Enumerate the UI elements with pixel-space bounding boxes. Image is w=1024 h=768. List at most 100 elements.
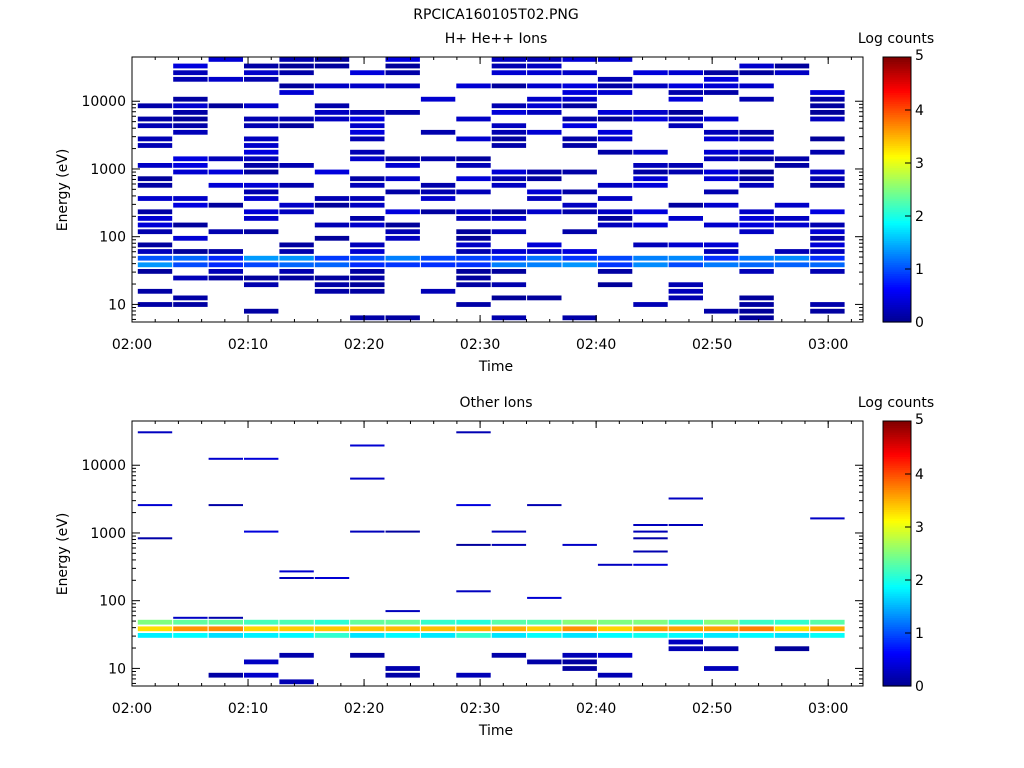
heatmap-cell <box>810 176 845 182</box>
heatmap-cell <box>810 182 845 188</box>
heatmap-cell <box>420 209 456 215</box>
colorbar-segment <box>883 597 911 601</box>
heatmap-cell <box>739 222 774 228</box>
heatmap-cell <box>137 633 173 638</box>
heatmap-cell <box>668 262 703 268</box>
heatmap-cell <box>562 652 597 658</box>
heatmap-cell <box>244 76 279 82</box>
heatmap-cell <box>208 249 243 254</box>
heatmap-cell <box>456 176 491 182</box>
heatmap-cell <box>208 262 243 268</box>
colorbar-segment <box>883 291 911 294</box>
heatmap-cell <box>562 229 597 235</box>
colorbar-tick-label: 2 <box>915 573 924 589</box>
heatmap-cell <box>491 255 527 261</box>
heatmap-cell <box>456 262 491 268</box>
colorbar-segment <box>883 165 911 169</box>
colorbar-segment <box>883 277 911 281</box>
colorbar-segment <box>883 213 911 217</box>
colorbar-segment <box>883 79 911 82</box>
heatmap-cell <box>774 646 810 652</box>
colorbar-segment <box>883 266 911 270</box>
x-tick-label: 02:30 <box>460 337 500 353</box>
colorbar-segment <box>883 61 911 65</box>
heatmap-cell <box>633 530 668 533</box>
colorbar-segment <box>883 174 911 177</box>
colorbar-segment <box>883 496 911 499</box>
colorbar-segment <box>883 478 911 482</box>
heatmap-cell <box>314 275 350 281</box>
colorbar-segment <box>883 610 911 614</box>
heatmap-cell <box>668 524 703 526</box>
heatmap-cell <box>314 110 350 115</box>
heatmap-cell <box>208 103 243 109</box>
heatmap-cell <box>527 209 562 215</box>
heatmap-cell <box>208 57 243 62</box>
colorbar-segment <box>883 549 911 552</box>
colorbar-segment <box>883 652 911 656</box>
heatmap-cell <box>208 633 243 638</box>
heatmap-cell <box>739 295 774 301</box>
heatmap-cell <box>527 242 562 248</box>
heatmap-cell <box>385 163 420 168</box>
panel-title-hplus: H+ He++ Ions <box>445 31 548 47</box>
colorbar-segment <box>883 138 911 142</box>
colorbar-segment <box>883 76 911 80</box>
heatmap-cell <box>350 182 385 188</box>
colorbar-segment <box>883 308 911 312</box>
colorbar-segment <box>883 533 911 537</box>
heatmap-cell <box>633 626 668 632</box>
colorbar-segment <box>883 443 911 446</box>
heatmap-cell <box>208 616 243 619</box>
colorbar-segment <box>883 588 911 592</box>
heatmap-cell <box>314 83 350 89</box>
heatmap-cell <box>279 163 314 168</box>
colorbar-segment <box>883 209 911 213</box>
heatmap-cell <box>597 209 633 215</box>
colorbar-segment <box>883 204 911 208</box>
colorbar-segment <box>883 116 911 120</box>
colorbar-segment <box>883 646 911 650</box>
colorbar-segment <box>883 176 911 180</box>
heatmap-cell <box>208 182 243 188</box>
heatmap-cell <box>314 222 350 228</box>
heatmap-cell <box>633 537 668 540</box>
heatmap-cell <box>704 83 739 89</box>
heatmap-cell <box>810 235 845 241</box>
colorbar-segment <box>883 513 911 517</box>
heatmap-cell <box>208 202 243 208</box>
colorbar-segment <box>883 427 911 431</box>
colorbar-segment <box>883 655 911 658</box>
heatmap-cell <box>314 282 350 288</box>
colorbar-tick-label: 0 <box>915 315 924 331</box>
heatmap-cell <box>279 242 314 248</box>
heatmap-cell <box>385 666 420 671</box>
heatmap-cell <box>562 169 597 175</box>
colorbar-segment <box>883 498 911 502</box>
heatmap-cell <box>597 90 633 95</box>
colorbar-segment <box>883 520 911 524</box>
heatmap-cell <box>385 315 420 321</box>
heatmap-cell <box>173 196 208 201</box>
heatmap-cell <box>173 202 208 208</box>
heatmap-cell <box>704 149 739 155</box>
heatmap-cell <box>456 249 491 254</box>
heatmap-cell <box>420 96 456 102</box>
colorbar-segment <box>883 193 911 197</box>
heatmap-cell <box>597 136 633 142</box>
heatmap-cell <box>491 282 527 288</box>
heatmap-cell <box>244 103 279 109</box>
heatmap-cell <box>420 196 456 201</box>
heatmap-cell <box>385 255 420 261</box>
colorbar-segment <box>883 628 911 632</box>
heatmap-cell <box>279 57 314 62</box>
colorbar-segment <box>883 87 911 91</box>
heatmap-cell <box>350 282 385 288</box>
heatmap-cell <box>173 169 208 175</box>
colorbar-other: 0 1 2 3 4 5 <box>882 412 924 695</box>
heatmap-cell <box>173 156 208 162</box>
heatmap-cell <box>491 83 527 89</box>
heatmap-cell <box>173 249 208 254</box>
heatmap-cell <box>420 189 456 195</box>
colorbar-segment <box>883 666 911 669</box>
